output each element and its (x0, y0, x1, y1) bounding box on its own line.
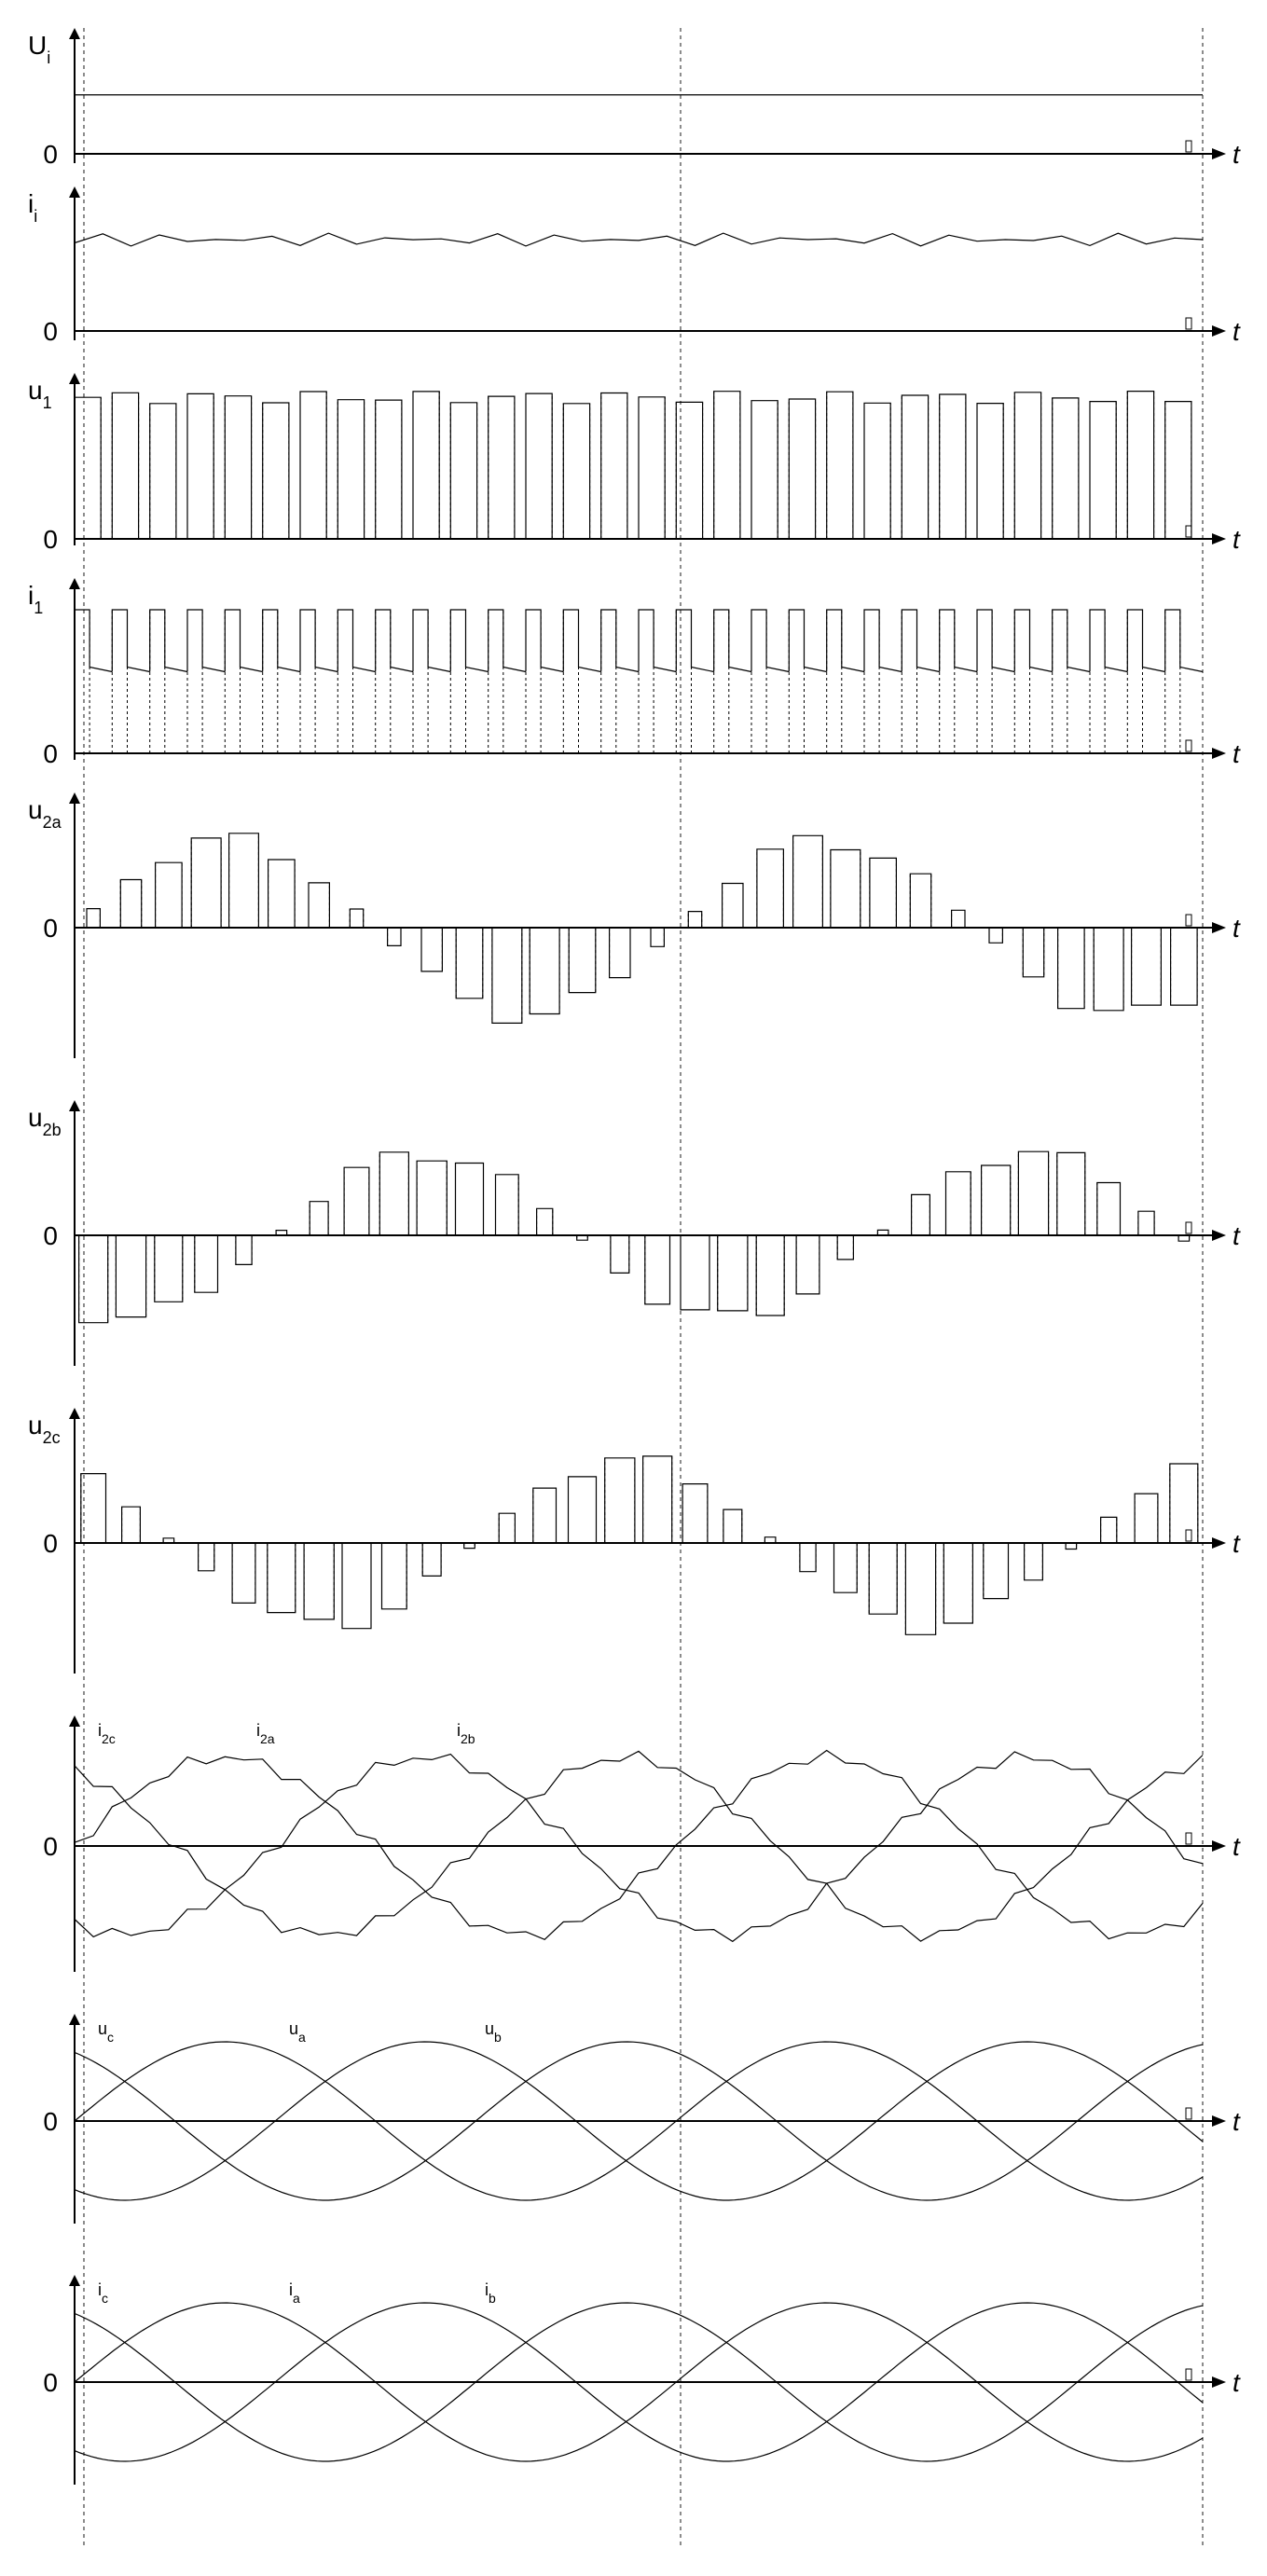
svg-text:t: t (1233, 2107, 1241, 2136)
svg-text:u2a: u2a (28, 795, 62, 832)
panel-u2b: 0 t u2b (28, 1100, 1241, 1366)
svg-text:ib: ib (485, 2280, 496, 2306)
panel-i1: 0 t i1 (28, 578, 1241, 768)
panel-u_out: 0 t uc ua ub (43, 2014, 1241, 2224)
svg-text:t: t (1233, 1529, 1241, 1558)
svg-text:0: 0 (43, 739, 58, 768)
panel-i_out: 0 t ic ia ib (43, 2275, 1241, 2485)
svg-text:t: t (1233, 2368, 1241, 2397)
svg-text:0: 0 (43, 525, 58, 554)
svg-text:0: 0 (43, 1529, 58, 1558)
svg-text:0: 0 (43, 2368, 58, 2397)
svg-text:ub: ub (485, 2019, 502, 2045)
svg-text:i2a: i2a (256, 1721, 275, 1746)
svg-text:ua: ua (289, 2019, 306, 2045)
svg-text:u1: u1 (28, 376, 52, 412)
svg-text:t: t (1233, 739, 1241, 768)
svg-text:i2c: i2c (98, 1721, 116, 1746)
svg-text:ic: ic (98, 2280, 108, 2306)
svg-text:ia: ia (289, 2280, 300, 2306)
svg-text:t: t (1233, 1832, 1241, 1861)
svg-text:t: t (1233, 914, 1241, 943)
svg-text:t: t (1233, 317, 1241, 346)
panel-ii: 0 t ii (28, 186, 1241, 346)
svg-text:t: t (1233, 525, 1241, 554)
svg-text:0: 0 (43, 317, 58, 346)
svg-text:u2b: u2b (28, 1103, 62, 1139)
svg-text:0: 0 (43, 1832, 58, 1861)
svg-text:u2c: u2c (28, 1411, 61, 1447)
svg-text:ii: ii (28, 189, 37, 226)
svg-text:0: 0 (43, 1221, 58, 1250)
panel-i2: 0 t i2c i2a i2b (43, 1715, 1241, 1972)
svg-text:0: 0 (43, 140, 58, 169)
svg-text:0: 0 (43, 914, 58, 943)
svg-text:i2b: i2b (457, 1721, 475, 1746)
panel-Ui: 0 t Ui (28, 28, 1241, 169)
panel-u2c: 0 t u2c (28, 1408, 1241, 1674)
svg-text:t: t (1233, 1221, 1241, 1250)
svg-text:uc: uc (98, 2019, 114, 2045)
svg-text:t: t (1233, 140, 1241, 169)
panel-u1: 0 t u1 (28, 373, 1241, 554)
svg-text:0: 0 (43, 2107, 58, 2136)
svg-text:Ui: Ui (28, 31, 50, 67)
svg-text:i1: i1 (28, 581, 43, 617)
panel-u2a: 0 t u2a (28, 792, 1241, 1058)
waveform-diagram: 0tUi0tii0tu10ti10tu2a0tu2b0tu2c0ti2ci2ai… (19, 19, 1249, 2555)
